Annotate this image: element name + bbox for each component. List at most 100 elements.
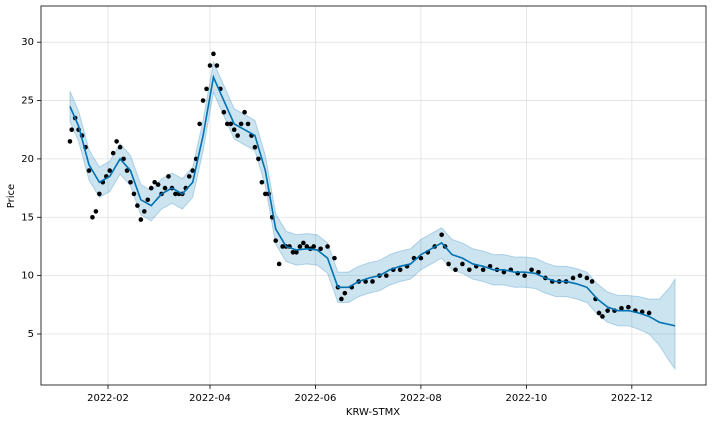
observation (280, 244, 285, 249)
x-tick-label: 2022-12 (611, 393, 653, 404)
observation (93, 209, 99, 214)
observation (259, 179, 265, 185)
observation (256, 156, 261, 162)
observation (69, 127, 74, 133)
observation (110, 150, 116, 156)
y-tick-label: 20 (21, 154, 34, 165)
observation (141, 209, 147, 214)
observation (397, 267, 403, 273)
observation (418, 255, 424, 261)
observation (263, 191, 268, 197)
observation (221, 109, 227, 115)
observation (131, 191, 137, 197)
observation (439, 232, 444, 238)
observation (197, 121, 202, 127)
x-axis-label: KRW-STMX (346, 407, 400, 418)
y-tick-label: 15 (21, 212, 34, 223)
x-tick-label: 2022-10 (505, 393, 547, 404)
observation (467, 267, 472, 273)
observation (273, 238, 278, 243)
observation (114, 139, 119, 144)
forecast-line (69, 74, 676, 327)
observation (107, 168, 113, 173)
y-tick-label: 30 (21, 37, 34, 48)
observation (135, 203, 140, 208)
plot-frame (40, 5, 707, 386)
observation (145, 197, 151, 203)
observation (325, 244, 330, 249)
observation (235, 133, 240, 138)
observation (245, 121, 251, 127)
observation (155, 182, 161, 187)
observation (186, 174, 192, 179)
observation (90, 214, 95, 220)
observation (522, 273, 527, 278)
observation (605, 308, 610, 313)
observation (290, 249, 296, 255)
observation (162, 185, 168, 191)
observation (589, 279, 595, 284)
observation (626, 304, 631, 310)
observation (224, 121, 230, 127)
observation (370, 279, 375, 284)
observation (238, 121, 244, 127)
observation (584, 275, 590, 281)
x-tick-label: 2022-08 (400, 393, 442, 404)
observation (342, 290, 348, 296)
observation (529, 267, 534, 273)
x-tick-label: 2022-06 (295, 393, 337, 404)
observation (214, 63, 220, 68)
observation (536, 269, 541, 275)
observation (138, 217, 144, 222)
observation (619, 306, 624, 311)
observation (577, 273, 583, 278)
observation (501, 269, 507, 275)
observation (570, 275, 576, 281)
observation (228, 121, 234, 127)
observation (311, 244, 317, 249)
observation (207, 63, 213, 68)
observation (339, 296, 344, 302)
observation (124, 168, 130, 173)
observation (173, 191, 178, 197)
observation (294, 249, 299, 255)
uncertainty-band (69, 60, 676, 371)
observation (86, 168, 92, 173)
observation (252, 144, 258, 150)
observation (200, 98, 206, 103)
x-tick-label: 2022-04 (189, 393, 231, 404)
observation (152, 179, 157, 185)
observation (297, 244, 303, 249)
observation (97, 191, 102, 197)
observation (231, 127, 237, 133)
observation (121, 156, 126, 162)
observation (117, 144, 123, 150)
observation (301, 240, 306, 246)
observation (384, 273, 389, 278)
observation (446, 261, 451, 267)
observation (276, 261, 282, 267)
observation (646, 310, 652, 316)
observation (600, 314, 605, 319)
observation (480, 267, 486, 273)
observation (211, 51, 216, 57)
observation (332, 255, 337, 261)
y-tick-label: 10 (21, 271, 34, 282)
observation (148, 185, 154, 191)
y-tick-label: 5 (28, 329, 34, 340)
observation (453, 267, 458, 273)
observation (304, 244, 310, 249)
y-tick-label: 25 (21, 96, 34, 107)
observation (596, 310, 602, 316)
observation (67, 139, 73, 144)
observation (460, 261, 465, 267)
observation (204, 86, 209, 92)
observation (166, 174, 171, 179)
observation (242, 109, 247, 115)
observation (128, 179, 133, 185)
observation (190, 168, 196, 173)
y-axis-label: Price (6, 184, 17, 208)
observation (318, 246, 323, 252)
